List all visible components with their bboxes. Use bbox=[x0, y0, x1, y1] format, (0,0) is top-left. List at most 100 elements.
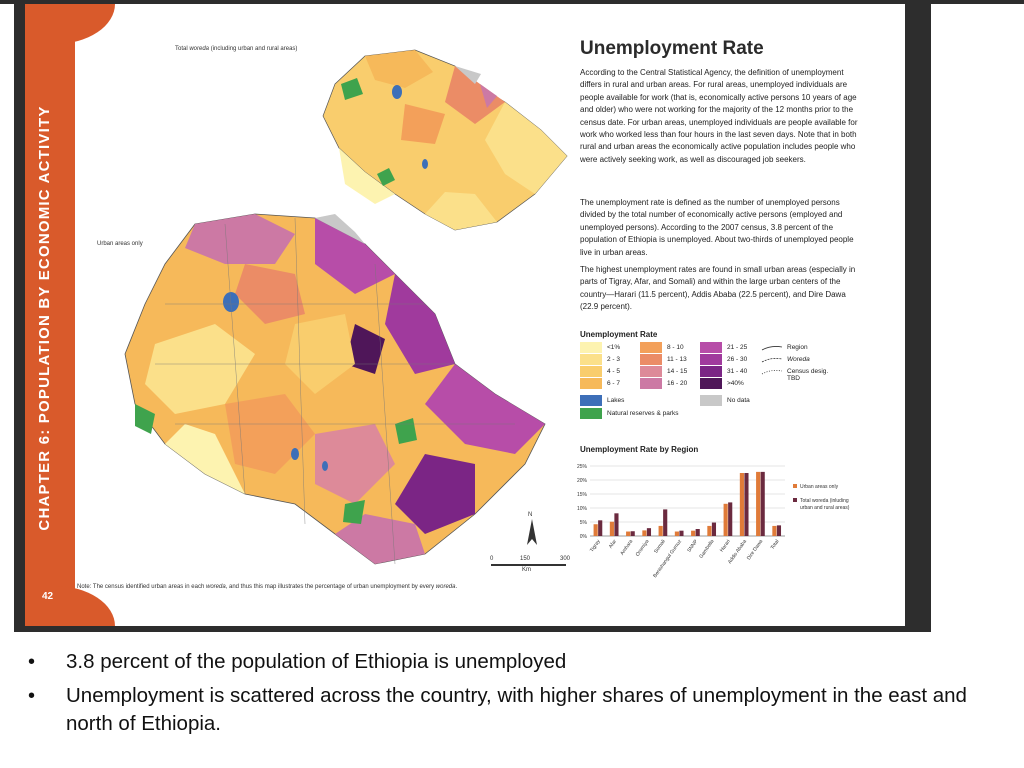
sidebar-curve-top bbox=[55, 4, 115, 44]
x-tick-label: SNNP bbox=[686, 538, 699, 553]
urban-areas-map bbox=[124, 213, 546, 565]
y-tick-label: 20% bbox=[577, 478, 588, 484]
bar bbox=[609, 521, 614, 536]
chart-legend-label: Total woreda (inluding urban and rural ar… bbox=[800, 498, 850, 511]
legend-swatch bbox=[640, 354, 662, 365]
legend-label: 8 - 10 bbox=[667, 344, 684, 351]
bar bbox=[723, 503, 728, 536]
bullet-list: • 3.8 percent of the population of Ethiop… bbox=[28, 648, 988, 744]
legend-label: No data bbox=[727, 397, 750, 404]
chapter-sidebar: CHAPTER 6: POPULATION BY ECONOMIC ACTIVI… bbox=[25, 4, 75, 626]
legend-line-label: Census desig. TBD bbox=[787, 368, 829, 382]
chart-legend-swatch bbox=[793, 484, 797, 488]
legend-label: Lakes bbox=[607, 397, 625, 404]
paragraph-3: The highest unemployment rates are found… bbox=[580, 265, 856, 312]
legend-label: 21 - 25 bbox=[727, 344, 748, 351]
top-map-label: Total woreda (including urban and rural … bbox=[175, 46, 298, 52]
region-bar-chart: 25%20%15%10%5%0%Tigray Afar Amhara Oromiya S… bbox=[577, 464, 850, 579]
y-tick-label: 10% bbox=[577, 506, 588, 512]
legend-swatch bbox=[700, 395, 722, 406]
legend-line-label: Region bbox=[787, 344, 808, 351]
x-tick-label: Total bbox=[770, 539, 781, 551]
x-tick-label: Tigray bbox=[589, 538, 602, 553]
legend-label: 16 - 20 bbox=[667, 380, 688, 387]
legend-label: 6 - 7 bbox=[607, 380, 621, 387]
legend-line-icon bbox=[761, 370, 783, 375]
x-tick-label: Somali bbox=[653, 539, 667, 555]
bar bbox=[744, 473, 749, 536]
bar bbox=[776, 525, 782, 536]
legend-swatch bbox=[640, 366, 662, 377]
bar bbox=[642, 530, 647, 536]
legend-title: Unemployment Rate bbox=[580, 330, 658, 339]
bar bbox=[674, 531, 679, 536]
bar bbox=[691, 530, 696, 536]
main-map-label: Urban areas only bbox=[97, 241, 143, 247]
legend-swatch bbox=[580, 354, 602, 365]
x-tick-label: Dire Dawa bbox=[746, 539, 764, 562]
legend-swatch bbox=[640, 342, 662, 353]
paragraph-1: According to the Central Statistical Age… bbox=[580, 68, 858, 164]
legend-swatch bbox=[640, 378, 662, 389]
legend-swatch bbox=[580, 342, 602, 353]
x-tick-label: Gambella bbox=[698, 539, 715, 560]
north-arrow-label: N bbox=[528, 512, 533, 518]
bar bbox=[614, 513, 619, 536]
x-tick-label: Afar bbox=[608, 538, 618, 549]
legend-label: >40% bbox=[727, 380, 744, 387]
y-tick-label: 5% bbox=[580, 520, 588, 526]
legend-swatch bbox=[580, 395, 602, 406]
chapter-title: CHAPTER 6: POPULATION BY ECONOMIC ACTIVI… bbox=[36, 105, 53, 531]
bullet-item: • Unemployment is scattered across the co… bbox=[28, 684, 967, 735]
legend-label: 11 - 13 bbox=[667, 356, 687, 363]
legend-swatch bbox=[700, 378, 722, 389]
legend-label: 2 - 3 bbox=[607, 356, 621, 363]
paragraph-2: The unemployment rate is defined as the … bbox=[580, 198, 854, 257]
bar bbox=[728, 502, 733, 536]
y-tick-label: 15% bbox=[577, 492, 588, 498]
bar bbox=[695, 529, 700, 536]
legend-swatch bbox=[700, 342, 722, 353]
scale-bar bbox=[491, 564, 566, 566]
legend-label: 14 - 15 bbox=[667, 368, 688, 375]
total-woreda-map bbox=[322, 49, 568, 231]
scale-unit: Km bbox=[522, 567, 531, 573]
bar bbox=[760, 471, 765, 536]
bar bbox=[711, 522, 717, 536]
legend-label: 26 - 30 bbox=[727, 356, 748, 363]
scale-end: 300 bbox=[560, 556, 571, 562]
bar bbox=[626, 531, 631, 536]
bar bbox=[739, 473, 744, 536]
x-tick-label: Harari bbox=[719, 539, 732, 554]
y-tick-label: 0% bbox=[580, 534, 588, 540]
bar bbox=[598, 520, 603, 536]
bar bbox=[593, 524, 598, 536]
scale-zero: 0 bbox=[490, 556, 494, 562]
bar bbox=[646, 528, 652, 536]
x-tick-label: Oromiya bbox=[635, 539, 651, 558]
chart-legend-label: Urban areas only bbox=[800, 484, 839, 490]
chart-legend-swatch bbox=[793, 498, 797, 502]
bar bbox=[679, 530, 684, 536]
legend-swatch bbox=[580, 408, 602, 419]
legend-swatch bbox=[580, 378, 602, 389]
legend-label: <1% bbox=[607, 344, 621, 351]
bar bbox=[630, 531, 635, 536]
legend-label: 4 - 5 bbox=[607, 368, 621, 375]
legend-label: Natural reserves & parks bbox=[607, 410, 679, 417]
y-tick-label: 25% bbox=[577, 464, 588, 470]
bar bbox=[707, 525, 712, 536]
legend-line-icon bbox=[761, 346, 783, 351]
x-tick-label: Amhara bbox=[619, 539, 634, 557]
map-note: Note: The census identified urban areas … bbox=[77, 584, 458, 590]
chart-title: Unemployment Rate by Region bbox=[580, 445, 699, 454]
legend-label: 31 - 40 bbox=[727, 368, 748, 375]
legend-swatch bbox=[580, 366, 602, 377]
legend-swatch bbox=[700, 366, 722, 377]
atlas-page: CHAPTER 6: POPULATION BY ECONOMIC ACTIVI… bbox=[25, 4, 905, 626]
bar bbox=[772, 525, 777, 536]
page-number: 42 bbox=[42, 591, 54, 602]
legend-line-label: Woreda bbox=[787, 356, 810, 363]
bullet-item: • 3.8 percent of the population of Ethiop… bbox=[28, 650, 567, 673]
legend-swatch bbox=[700, 354, 722, 365]
